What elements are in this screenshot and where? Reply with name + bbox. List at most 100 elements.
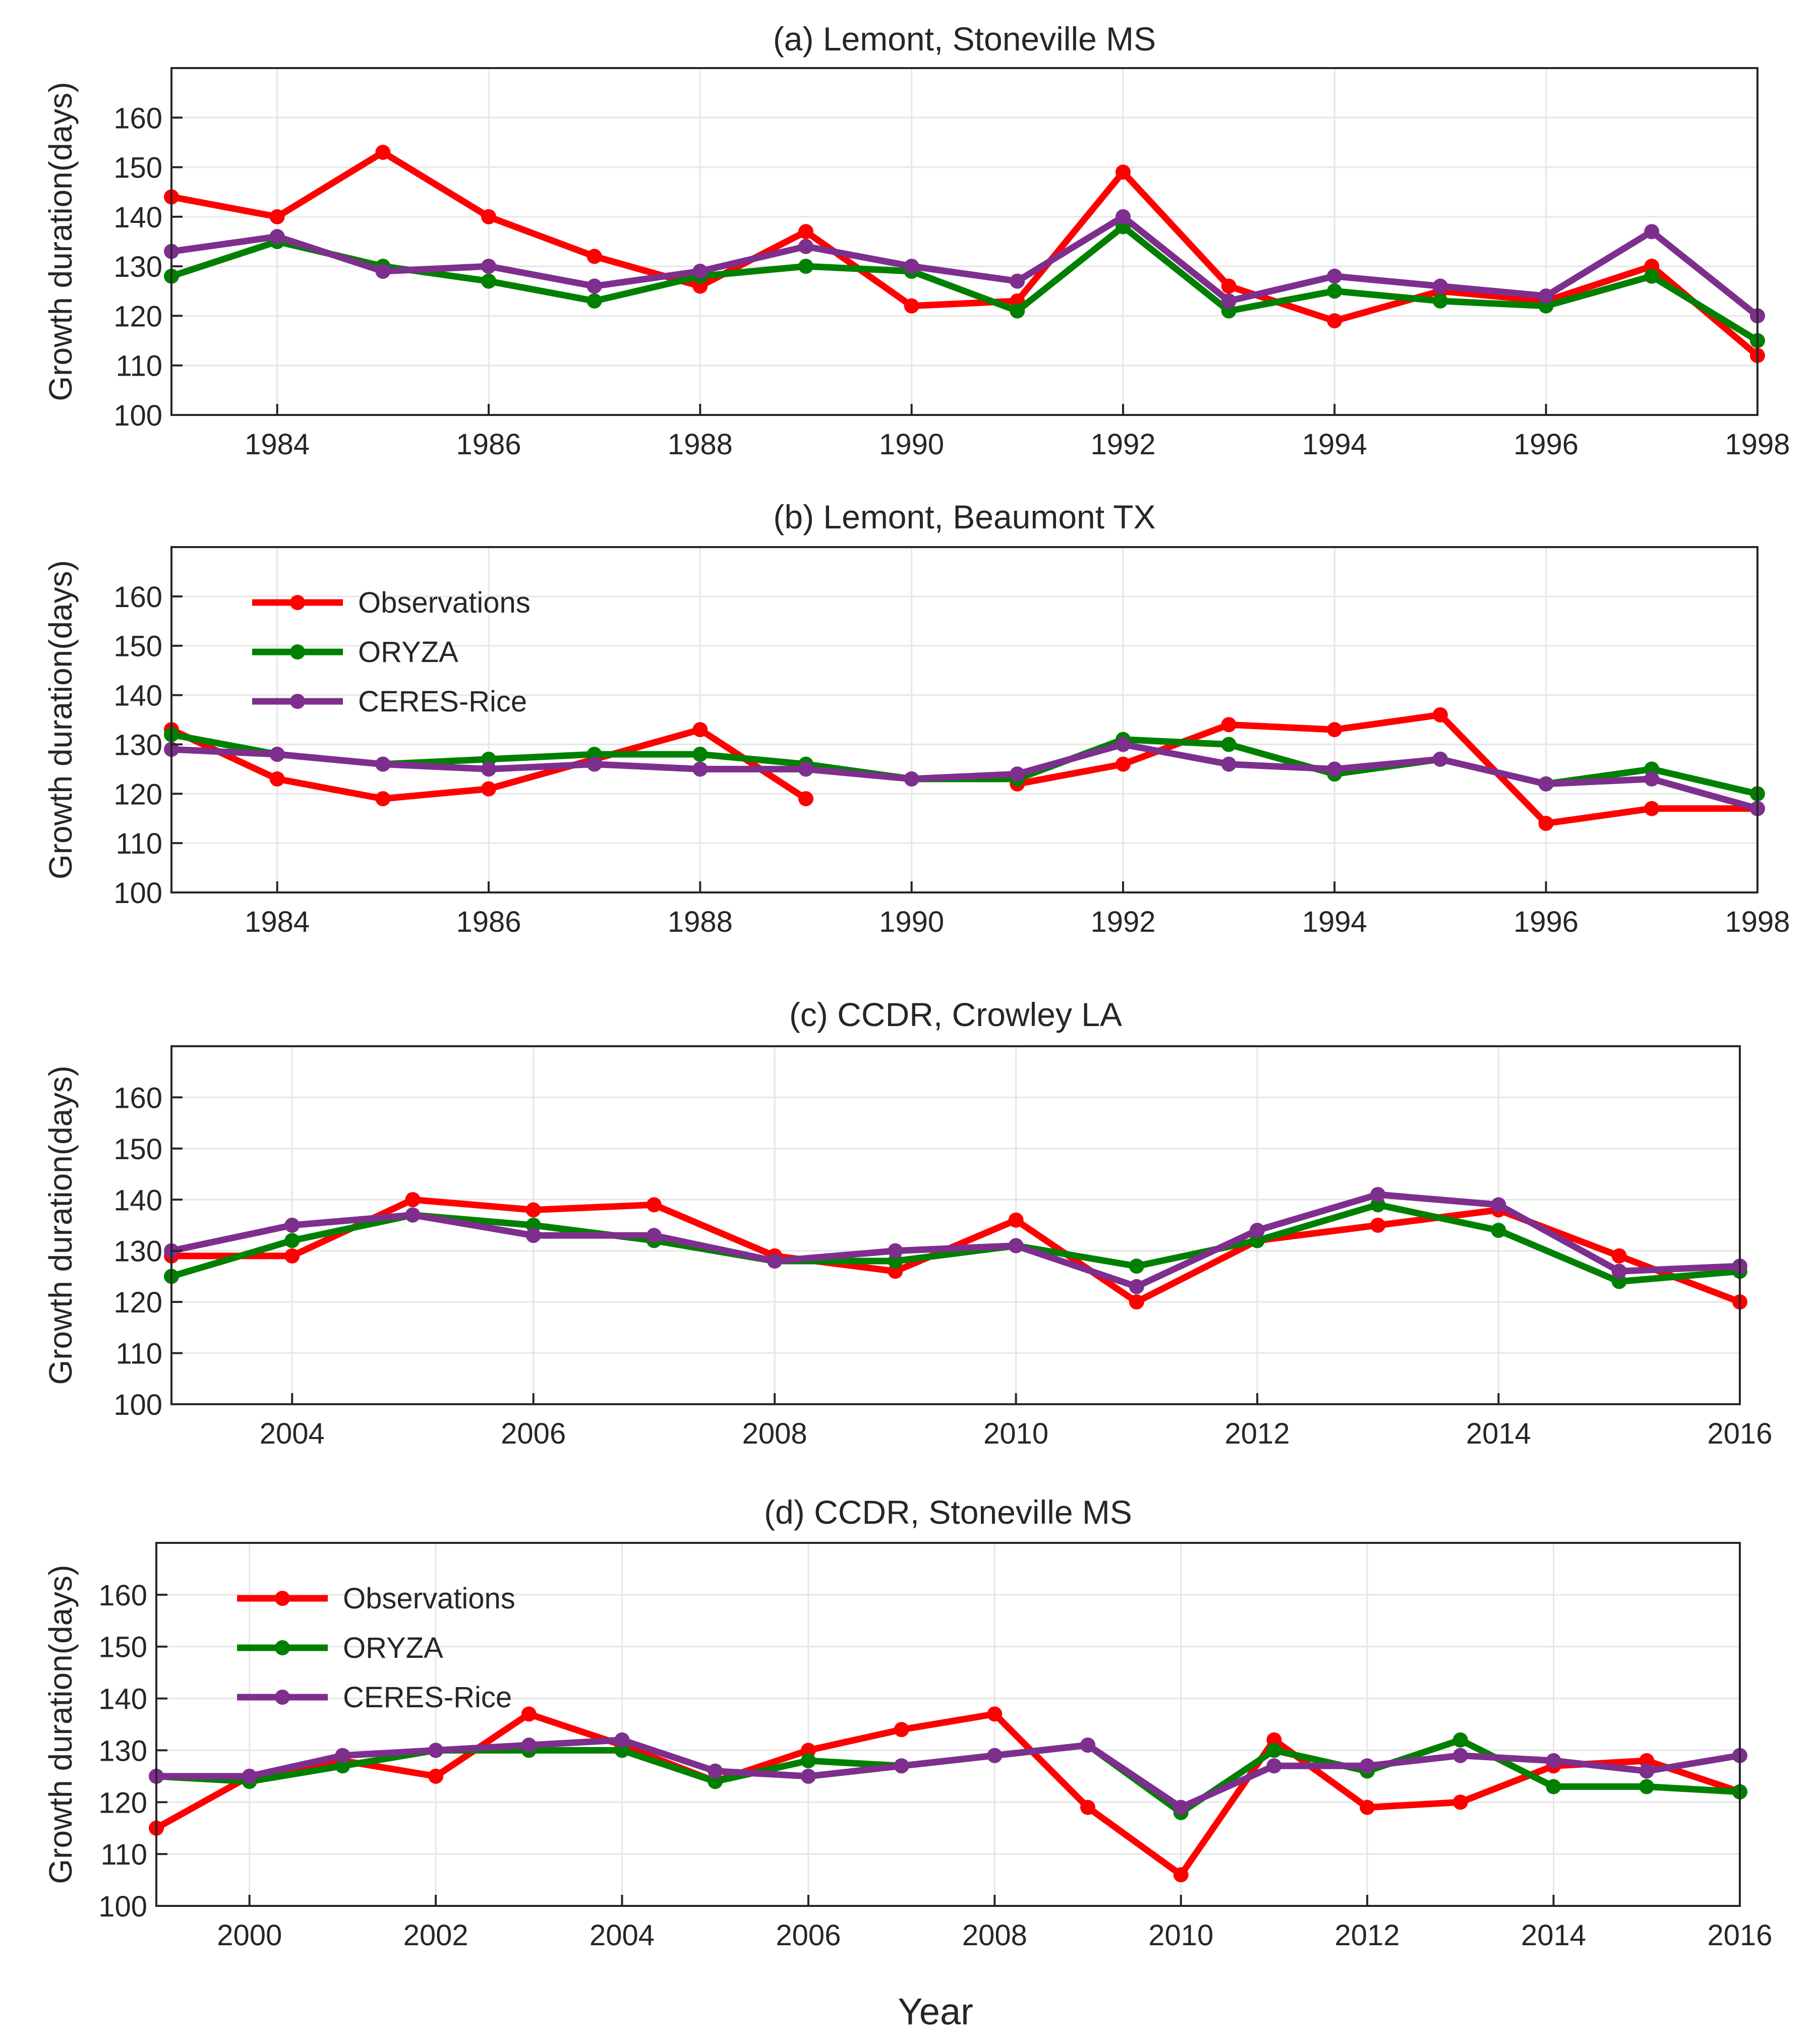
x-tick-label: 1992 <box>1090 428 1155 461</box>
y-tick-label: 160 <box>113 1082 162 1114</box>
data-point <box>375 756 391 772</box>
x-tick-label: 2014 <box>1466 1417 1531 1450</box>
x-tick-label: 2016 <box>1707 1417 1772 1450</box>
x-tick-label: 1998 <box>1725 906 1790 938</box>
x-axis-label: Year <box>898 1991 973 2032</box>
y-tick-label: 120 <box>113 300 162 333</box>
data-point <box>1327 722 1342 738</box>
data-point <box>1327 761 1342 777</box>
chart-title: (c) CCDR, Crowley LA <box>789 996 1122 1033</box>
data-point <box>1546 1753 1561 1768</box>
data-point <box>1639 1763 1655 1779</box>
legend-swatch-marker <box>290 694 305 709</box>
data-point <box>521 1738 537 1753</box>
data-point <box>1080 1738 1096 1753</box>
y-tick-label: 110 <box>116 1338 162 1370</box>
data-point <box>894 1722 909 1738</box>
chart-panel-d: 100 110 120 130 140 150 160 2000 2002 2004 2006 200… <box>42 1493 1773 1952</box>
data-point <box>614 1732 630 1748</box>
x-tick-label: 1990 <box>879 906 944 938</box>
data-point <box>888 1243 903 1259</box>
data-point <box>798 761 813 777</box>
data-point <box>1080 1800 1096 1815</box>
data-point <box>375 791 391 807</box>
data-point <box>692 747 708 762</box>
data-point <box>1129 1259 1144 1274</box>
axes-box <box>155 1542 1741 1907</box>
data-point <box>1644 771 1660 787</box>
x-tick-label: 1996 <box>1513 428 1578 461</box>
data-point <box>481 259 496 274</box>
y-tick-label: 110 <box>116 827 162 860</box>
legend-item-oryza: ORYZA <box>252 636 458 669</box>
chart-title: (d) CCDR, Stoneville MS <box>764 1493 1132 1531</box>
legend-label: ORYZA <box>343 1632 443 1664</box>
data-point <box>1008 1238 1024 1253</box>
x-tick-label: 2014 <box>1521 1919 1586 1952</box>
x-tick-label: 1996 <box>1513 906 1578 938</box>
chart-panel-a: 100 110 120 130 140 150 160 1984 1986 1988 1990 199… <box>42 20 1790 461</box>
data-point <box>1116 756 1131 772</box>
data-point <box>1370 1187 1386 1203</box>
data-point <box>586 293 602 309</box>
data-point <box>1433 707 1448 723</box>
data-point <box>375 145 391 160</box>
data-point <box>284 1233 300 1248</box>
y-axis-label: Growth duration(days) <box>42 82 79 401</box>
x-tick-label: 1984 <box>245 428 310 461</box>
legend-swatch-marker <box>275 1690 290 1705</box>
legend-swatch-marker <box>275 1640 290 1655</box>
data-point <box>904 771 919 787</box>
y-tick-label: 120 <box>113 1286 162 1319</box>
x-tick-label: 2000 <box>217 1919 282 1952</box>
data-point <box>335 1758 350 1774</box>
x-tick-label: 1984 <box>245 906 310 938</box>
data-point <box>692 722 708 738</box>
y-tick-label: 110 <box>116 350 162 383</box>
data-point <box>646 1228 662 1243</box>
data-point <box>586 756 602 772</box>
data-point <box>586 278 602 294</box>
data-point <box>242 1768 257 1784</box>
data-point <box>1116 737 1131 752</box>
x-tick-label: 1994 <box>1302 428 1367 461</box>
series-ceres <box>164 1187 1747 1294</box>
data-point <box>428 1768 444 1784</box>
data-point <box>481 209 496 224</box>
legend-label: Observations <box>358 586 531 619</box>
data-point <box>798 259 813 274</box>
data-point <box>1491 1223 1506 1238</box>
data-point <box>692 263 708 279</box>
data-point <box>1221 737 1237 752</box>
x-tick-label: 2012 <box>1335 1919 1400 1952</box>
data-point <box>1266 1743 1282 1758</box>
x-tick-label: 2006 <box>776 1919 841 1952</box>
data-point <box>1433 293 1448 309</box>
y-tick-label: 110 <box>101 1838 147 1871</box>
data-point <box>1008 1212 1024 1228</box>
series-line <box>153 1736 1743 1811</box>
data-point <box>269 209 285 224</box>
y-tick-label: 150 <box>113 152 162 185</box>
data-point <box>1221 278 1237 294</box>
y-tick-label: 130 <box>113 1235 162 1268</box>
axes-box <box>170 546 1758 893</box>
legend-label: CERES-Rice <box>343 1681 512 1714</box>
data-point <box>1644 224 1660 239</box>
legend-item-ceres: CERES-Rice <box>252 685 527 718</box>
data-point <box>1010 303 1025 319</box>
data-point <box>1116 164 1131 180</box>
plot-area <box>171 68 1757 415</box>
data-point <box>904 259 919 274</box>
data-point <box>1129 1279 1144 1294</box>
chart-title: (b) Lemont, Beaumont TX <box>773 498 1155 535</box>
x-tick-label: 2004 <box>260 1417 325 1450</box>
y-tick-label: 120 <box>113 778 162 811</box>
y-tick-label: 150 <box>113 630 162 663</box>
chart-title: (a) Lemont, Stoneville MS <box>773 20 1156 57</box>
data-point <box>708 1774 723 1789</box>
plot-area <box>171 547 1757 892</box>
series-oryza <box>164 219 1765 348</box>
x-tick-label: 2004 <box>590 1919 655 1952</box>
